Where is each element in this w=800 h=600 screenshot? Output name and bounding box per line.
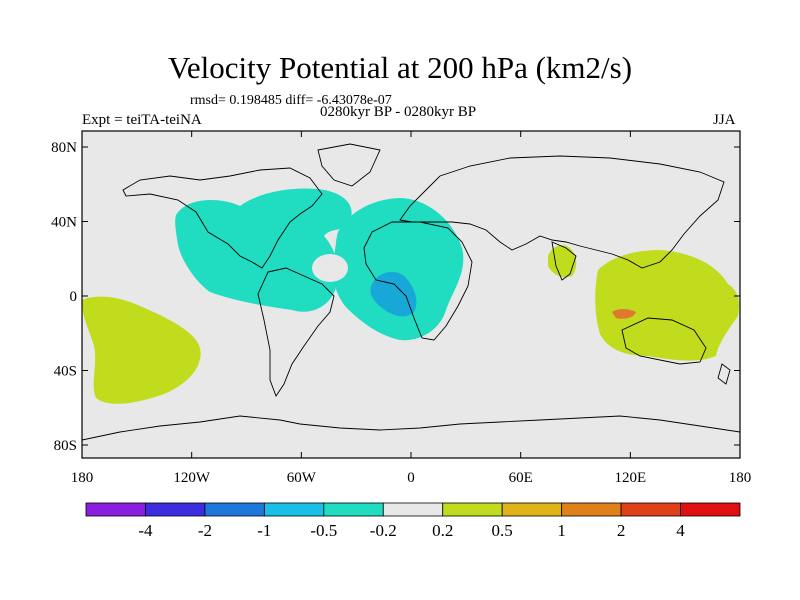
coastline-africa [363,221,473,341]
colorbar-label: 2 [617,521,626,540]
y-tick-label: 0 [70,289,78,305]
coastline-greenland [317,143,381,187]
negative-anomaly-central-africa [370,271,417,317]
negative-anomaly-north-america [175,188,352,312]
colorbar-label: 1 [557,521,566,540]
coastline-antarctica [82,415,740,441]
x-tick-label: 180 [729,470,752,486]
positive-anomaly-indian-ocean [548,245,577,278]
positive-anomaly-timor-sea [612,309,636,319]
colorbar-label: -4 [138,521,153,540]
colorbar: -4 -2 -1 -0.5 -0.2 0.2 0.5 1 2 4 [85,502,741,540]
colorbar-swatch [501,502,563,517]
coastline-south-america [257,267,335,397]
y-tick-label: 40S [54,364,77,380]
colorbar-swatch [442,502,503,517]
colorbar-label: -2 [198,521,212,540]
x-axis: 180 120W 60W 0 60E 120E 180 [71,131,752,486]
colorbar-swatch [85,502,146,517]
colorbar-swatch [204,502,265,517]
coastline-north-america [122,167,323,269]
colorbar-swatch [561,502,622,517]
map-title: Velocity Potential at 200 hPa (km2/s) [167,50,633,85]
coastline-eurasia [399,155,725,269]
colorbar-label: 4 [676,521,685,540]
positive-anomaly-eastern-pacific [82,296,201,404]
x-tick-label: 0 [407,470,415,486]
colorbar-label: -0.5 [310,521,337,540]
coastline-new-zealand [717,363,731,385]
negative-anomaly-atlantic-africa [332,198,464,341]
x-tick-label: 120E [615,470,647,486]
coastlines [82,143,740,441]
colorbar-label: -0.2 [370,521,397,540]
positive-anomaly-maritime-continent [595,250,739,361]
x-tick-label: 180 [71,470,94,486]
colorbar-label: -1 [257,521,271,540]
colorbar-label: 0.5 [492,521,513,540]
y-tick-label: 40N [51,215,77,231]
colorbar-swatch [382,502,444,517]
colorbar-swatch [263,502,325,517]
x-tick-label: 120W [173,470,211,486]
colorbar-swatch [680,502,741,517]
colorbar-label: 0.2 [432,521,453,540]
neutral-gap [312,254,348,282]
x-tick-label: 60E [509,470,533,486]
y-tick-label: 80S [54,438,77,454]
colorbar-swatch [145,502,206,517]
colorbar-swatch [323,502,384,517]
y-axis: 80N 40N 0 40S 80S [51,140,740,454]
y-tick-label: 80N [51,140,77,156]
coastline-australia [621,317,707,365]
experiment-label: Expt = teiTA-teiNA [82,112,202,128]
x-tick-label: 60W [287,470,317,486]
colorbar-swatch [620,502,681,517]
coastline-india [551,241,577,281]
stats-text: rmsd= 0.198485 diff= -6.43078e-07 [190,93,392,108]
season-label: JJA [713,112,736,128]
period-label: 0280kyr BP - 0280kyr BP [320,104,477,120]
